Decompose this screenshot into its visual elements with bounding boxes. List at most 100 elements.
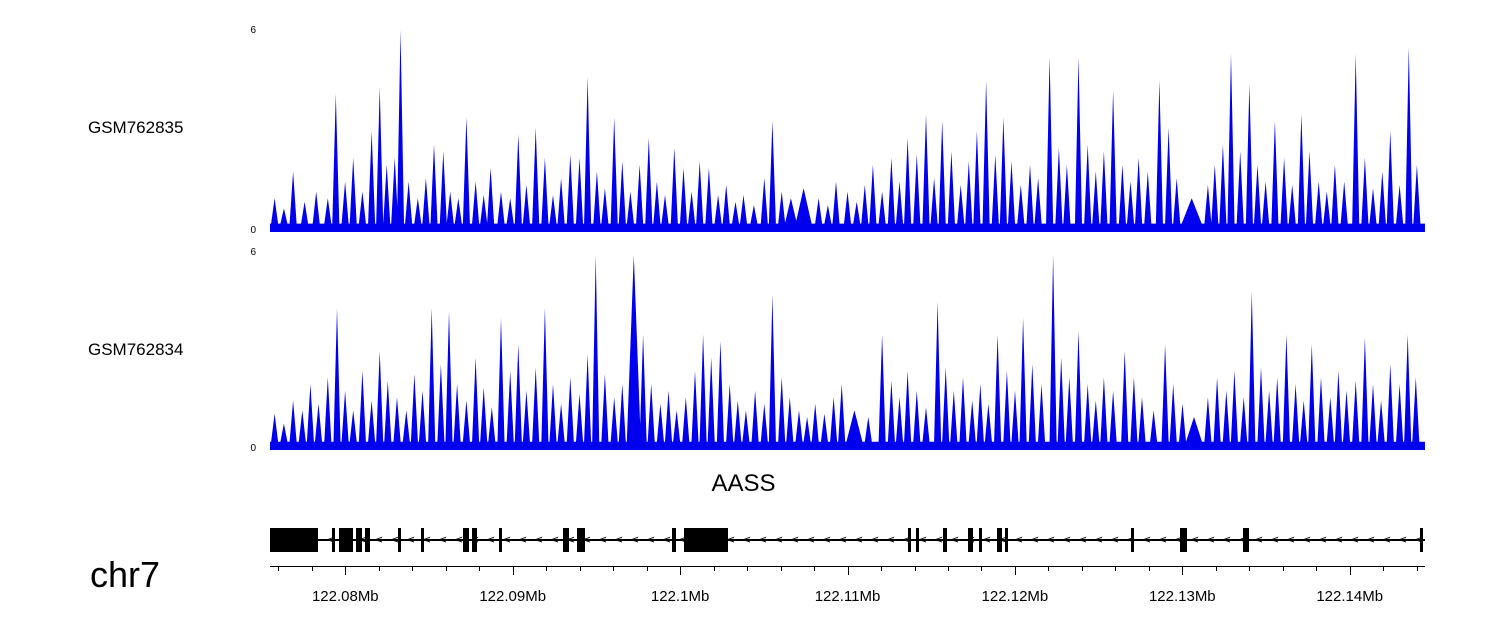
axis-tick-label: 122.13Mb <box>1148 588 1216 605</box>
axis-minor-tick <box>1115 566 1117 571</box>
axis-minor-tick <box>747 566 749 571</box>
minus-strand-arrow-icon: < <box>582 533 592 546</box>
exon-box <box>364 528 370 552</box>
minus-strand-arrow-icon: < <box>1110 533 1120 546</box>
minus-strand-arrow-icon: < <box>1046 533 1056 546</box>
minus-strand-arrow-icon: < <box>566 533 576 546</box>
minus-strand-arrow-icon: < <box>950 533 960 546</box>
minus-strand-arrow-icon: < <box>758 533 768 546</box>
minus-strand-arrow-icon: < <box>998 533 1008 546</box>
y-axis-max-label: 6 <box>250 25 256 36</box>
minus-strand-arrow-icon: < <box>774 533 784 546</box>
minus-strand-arrow-icon: < <box>1014 533 1024 546</box>
axis-minor-tick <box>278 566 280 571</box>
axis-tick-label: 122.1Mb <box>650 588 710 605</box>
y-axis-min-label: 0 <box>250 225 256 236</box>
axis-tick-label: 122.12Mb <box>981 588 1049 605</box>
coverage-track-gsm762834 <box>270 255 1425 450</box>
minus-strand-arrow-icon: < <box>982 533 992 546</box>
chromosome-label: chr7 <box>90 554 161 595</box>
axis-minor-tick <box>1282 566 1284 571</box>
track-label-gsm762835: GSM762835 <box>88 118 184 137</box>
axis-minor-tick <box>814 566 815 571</box>
minus-strand-arrow-icon: < <box>1270 533 1280 546</box>
minus-strand-arrow-icon: < <box>374 533 384 546</box>
minus-strand-arrow-icon: < <box>1382 533 1392 546</box>
exon-box <box>979 528 983 552</box>
exon-box <box>577 528 586 552</box>
minus-strand-arrow-icon: < <box>662 533 672 546</box>
axis-minor-tick <box>445 566 447 571</box>
minus-strand-arrow-icon: < <box>486 533 496 546</box>
axis-minor-tick <box>646 566 648 571</box>
exon-box <box>462 528 469 552</box>
minus-strand-arrow-icon: < <box>1302 533 1312 546</box>
minus-strand-arrow-icon: < <box>630 533 640 546</box>
minus-strand-arrow-icon: < <box>918 533 928 546</box>
minus-strand-arrow-icon: < <box>726 533 736 546</box>
axis-minor-tick <box>981 566 983 571</box>
minus-strand-arrow-icon: < <box>438 533 448 546</box>
minus-strand-arrow-icon: < <box>598 533 608 546</box>
exon-box <box>996 528 1002 552</box>
exon-box <box>683 528 728 552</box>
coverage-signal-area <box>270 30 1425 232</box>
axis-tick-label: 122.11Mb <box>814 588 881 605</box>
exon-box <box>1420 528 1424 552</box>
minus-strand-arrow-icon: < <box>870 533 880 546</box>
minus-strand-arrow-icon: < <box>790 533 800 546</box>
axis-minor-tick <box>1048 566 1050 571</box>
exon-box <box>943 528 948 552</box>
axis-minor-tick <box>1215 566 1217 571</box>
minus-strand-arrow-icon: < <box>518 533 528 546</box>
axis-minor-tick <box>947 566 949 571</box>
minus-strand-arrow-icon: < <box>390 533 400 546</box>
minus-strand-arrow-icon: < <box>886 533 896 546</box>
axis-major-tick <box>345 566 347 575</box>
exon-box <box>907 528 911 552</box>
minus-strand-arrow-icon: < <box>1366 533 1376 546</box>
minus-strand-arrow-icon: < <box>902 534 911 545</box>
axis-minor-tick <box>1148 566 1150 571</box>
minus-strand-arrow-icon: < <box>1190 533 1200 546</box>
track-label-gsm762834: GSM762834 <box>88 340 184 359</box>
minus-strand-arrow-icon: < <box>838 533 848 546</box>
minus-strand-arrow-icon: < <box>1334 533 1344 546</box>
axis-minor-tick <box>1081 566 1083 571</box>
minus-strand-arrow-icon: < <box>614 533 624 546</box>
exon-box <box>355 528 362 552</box>
minus-strand-arrow-icon: < <box>822 533 832 546</box>
axis-minor-tick <box>579 566 581 571</box>
exon-box <box>1004 528 1008 552</box>
minus-strand-arrow-icon: < <box>678 534 687 545</box>
minus-strand-arrow-icon: < <box>1030 533 1040 546</box>
axis-minor-tick <box>546 566 548 571</box>
minus-strand-arrow-icon: < <box>1414 533 1424 546</box>
y-axis-min-label: 0 <box>250 443 256 454</box>
exon-box <box>1180 528 1188 552</box>
coverage-signal-area <box>270 255 1425 450</box>
minus-strand-arrow-icon: < <box>1174 533 1184 546</box>
minus-strand-arrow-icon: < <box>422 533 432 546</box>
exon-box <box>421 528 425 552</box>
minus-strand-arrow-icon: < <box>1254 533 1264 546</box>
y-axis-max-label: 6 <box>250 247 256 258</box>
axis-tick-label: 122.08Mb <box>311 588 379 605</box>
exon-box <box>398 528 402 552</box>
minus-strand-arrow-icon: < <box>1206 533 1216 546</box>
exon-box <box>1130 528 1134 552</box>
minus-strand-arrow-icon: < <box>1318 533 1328 546</box>
minus-strand-arrow-icon: < <box>1398 533 1408 546</box>
exon-box <box>915 528 919 552</box>
minus-strand-arrow-icon: < <box>1350 533 1360 546</box>
axis-minor-tick <box>780 566 782 571</box>
minus-strand-arrow-icon: < <box>1078 533 1088 546</box>
exon-box <box>270 528 318 552</box>
gene-model-track: < < < < < < < < < < < < < < < < < < < < < < < < < < < < < < < < < < < < < < < <… <box>270 524 1428 556</box>
axis-minor-tick <box>412 566 414 571</box>
axis-major-tick <box>1349 566 1351 575</box>
minus-strand-arrow-icon: < <box>1286 533 1296 546</box>
axis-minor-tick <box>479 566 481 571</box>
minus-strand-arrow-icon: < <box>1094 533 1104 546</box>
minus-strand-arrow-icon: < <box>1142 533 1152 546</box>
